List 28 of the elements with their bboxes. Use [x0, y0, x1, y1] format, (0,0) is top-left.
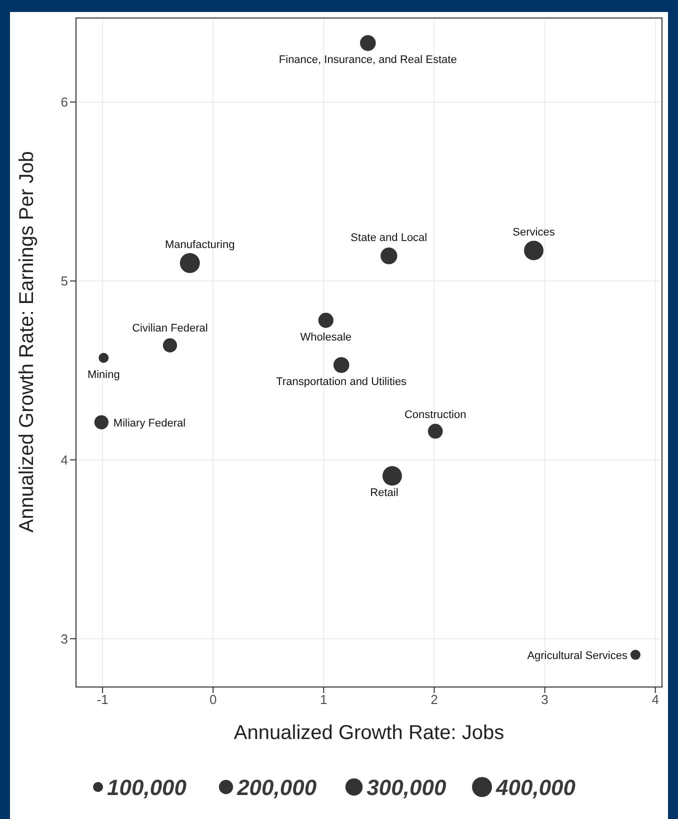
legend-label: 400,000	[495, 775, 576, 800]
y-tick-label: 4	[60, 452, 68, 468]
annotation: Transportation and Utilities	[276, 376, 408, 388]
annotation: Mining	[87, 368, 120, 381]
x-tick-label: -1	[96, 692, 108, 708]
annotation: Civilian Federal	[132, 322, 208, 334]
legend-label: 200,000	[236, 775, 318, 800]
y-axis-title: Annualized Growth Rate: Earnings Per Job	[16, 151, 38, 532]
x-tick-label: 3	[541, 692, 548, 708]
annotation: Services	[512, 226, 556, 239]
x-tick-label: 2	[430, 692, 438, 708]
annotation: Retail	[370, 486, 398, 499]
x-tick-label: 1	[320, 692, 328, 708]
y-tick-label: 3	[60, 631, 68, 646]
annotation: Wholesale	[300, 331, 352, 344]
annotation: Miliary Federal	[113, 417, 186, 430]
annotation: Finance, Insurance, and Real Estate	[278, 54, 457, 66]
y-tick-label: 6	[60, 94, 68, 110]
legend-label: 100,000	[107, 775, 188, 800]
annotation: Manufacturing	[165, 239, 235, 252]
y-tick-label: 5	[60, 274, 68, 289]
annotation: State and Local	[350, 232, 428, 244]
x-axis-title: Annualized Growth Rate: Jobs	[234, 722, 504, 744]
annotation: Construction	[404, 409, 466, 422]
x-tick-label: 4	[652, 692, 659, 708]
legend-label: 300,000	[366, 775, 447, 800]
x-tick-label: 0	[209, 692, 217, 708]
annotation: Agricultural Services	[527, 650, 628, 662]
